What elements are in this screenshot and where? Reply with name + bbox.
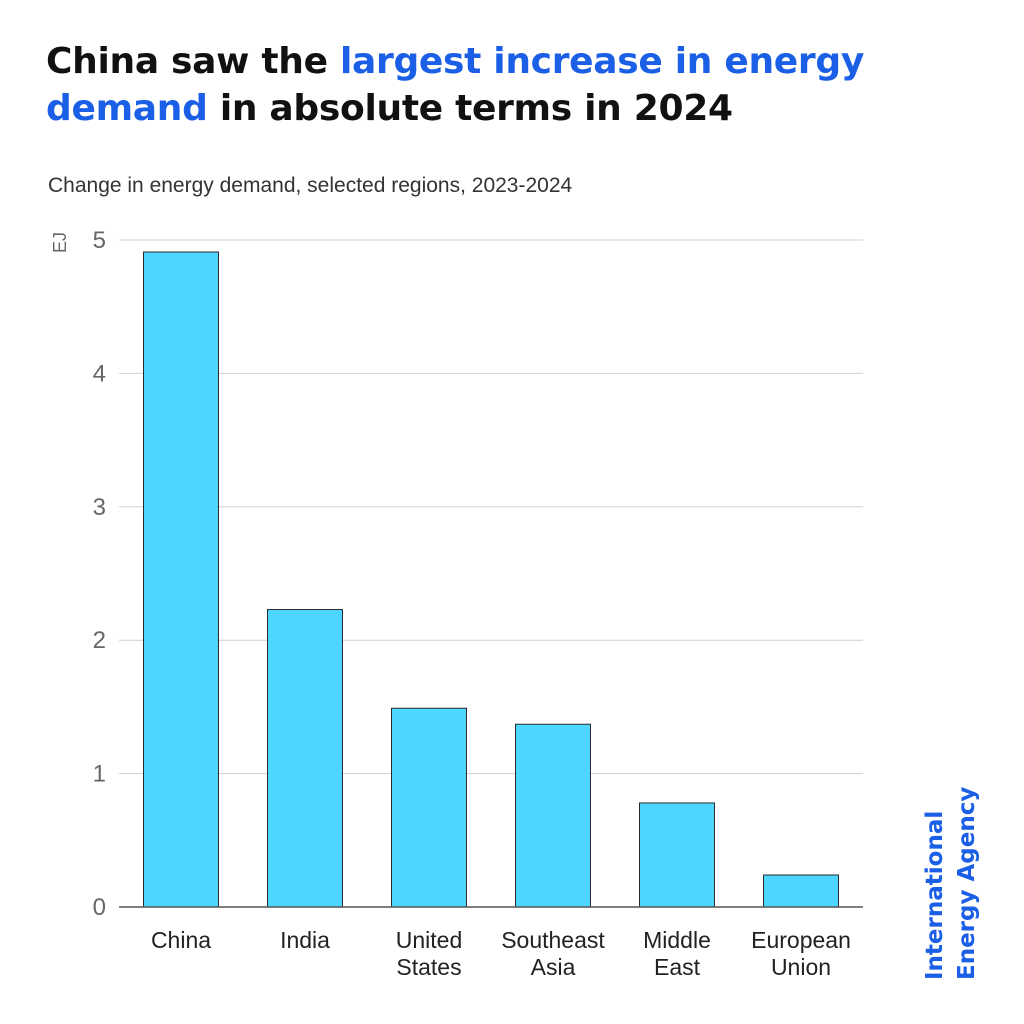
y-tick-label: 1 (93, 761, 106, 788)
brand-line-1: International (922, 811, 948, 980)
x-tick-label: China (151, 927, 211, 953)
x-tick-label: Union (771, 954, 831, 980)
x-tick-label: States (396, 954, 461, 980)
y-tick-label: 2 (93, 627, 106, 654)
bar (391, 707, 467, 908)
chart-title: China saw the largest increase in energy… (46, 38, 906, 132)
title-accent: largest increase in energy demand (46, 41, 864, 129)
y-tick-label: 3 (93, 494, 106, 521)
y-tick-label: 0 (93, 894, 106, 921)
x-tick-label: Southeast (501, 927, 605, 953)
x-tick-label: India (280, 927, 330, 953)
title-part-2: in absolute terms in 2024 (207, 88, 733, 129)
x-tick-label: European (751, 927, 851, 953)
x-tick-label: Asia (531, 954, 576, 980)
y-tick-label: 5 (93, 227, 106, 254)
y-axis-label: EJ (50, 232, 70, 253)
bar (763, 874, 839, 908)
brand-line-2: Energy Agency (954, 787, 980, 980)
title-part-1: China saw the (46, 41, 340, 82)
bar (515, 723, 591, 908)
x-tick-label: East (654, 954, 701, 980)
bar (267, 609, 343, 908)
y-tick-label: 4 (93, 360, 106, 387)
chart-subtitle: Change in energy demand, selected region… (48, 174, 573, 197)
x-tick-label: United (396, 927, 462, 953)
x-tick-label: Middle (643, 927, 711, 953)
iea-logo: International Energy Agency (922, 787, 980, 980)
bar (639, 802, 715, 908)
bar (143, 251, 219, 908)
